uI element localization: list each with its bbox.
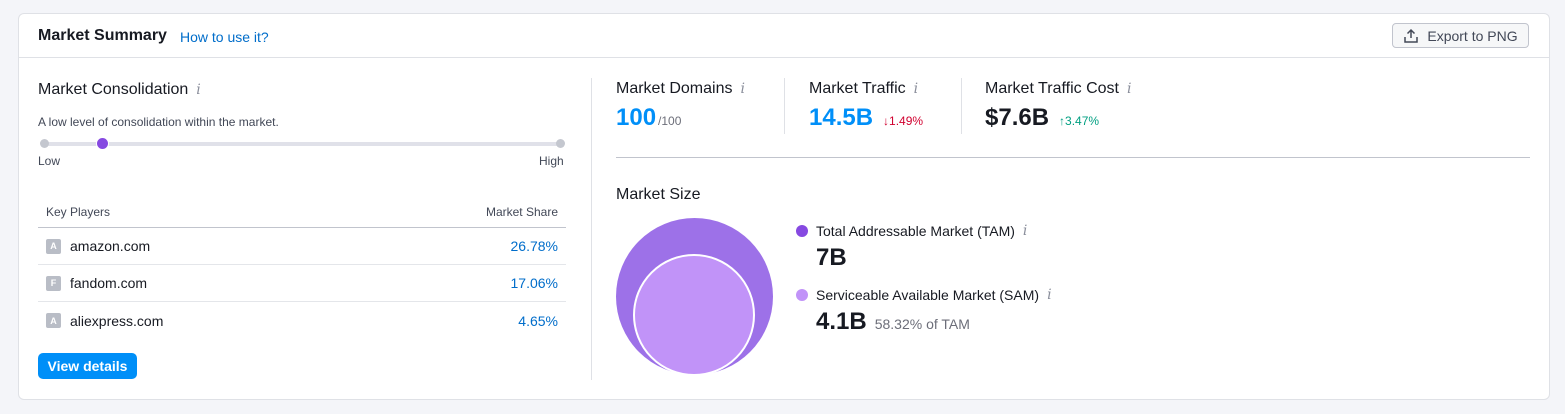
consolidation-level-marker — [96, 137, 110, 150]
metric-separator — [784, 78, 785, 134]
info-icon[interactable]: i — [1022, 223, 1028, 239]
table-row: A aliexpress.com 4.65% — [38, 302, 566, 339]
traffic-change: ↓1.49% — [883, 114, 924, 128]
market-share-value[interactable]: 26.78% — [510, 238, 558, 254]
metric-market-domains: Market Domains i 100 /100 — [616, 80, 745, 131]
site-favicon-icon: F — [46, 275, 61, 291]
consolidation-description: A low level of consolidation within the … — [38, 115, 279, 129]
table-row: F fandom.com 17.06% — [38, 265, 566, 302]
card-header: Market Summary How to use it? Export to … — [19, 14, 1549, 58]
export-png-button[interactable]: Export to PNG — [1392, 23, 1529, 48]
sam-circle — [633, 254, 755, 376]
market-traffic-value[interactable]: 14.5B — [809, 104, 874, 131]
market-traffic-cost-value: $7.6B — [985, 104, 1050, 131]
metrics-divider — [616, 157, 1530, 158]
domain-name: amazon.com — [70, 238, 151, 254]
site-favicon-icon: A — [46, 238, 61, 254]
upload-icon — [1403, 28, 1419, 44]
market-share-value[interactable]: 4.65% — [518, 312, 558, 329]
sam-dot — [796, 289, 808, 301]
scale-high-label: High — [539, 154, 564, 168]
table-header: Key Players Market Share — [38, 197, 566, 228]
tam-legend: Total Addressable Market (TAM) i 7B — [796, 223, 1027, 272]
scale-low-label: Low — [38, 154, 61, 168]
info-icon[interactable]: i — [740, 81, 745, 97]
site-favicon-icon: A — [46, 313, 61, 328]
view-details-button[interactable]: View details — [38, 353, 137, 379]
cost-change: ↑3.47% — [1059, 114, 1100, 128]
market-share-value[interactable]: 17.06% — [510, 275, 558, 291]
export-label: Export to PNG — [1427, 27, 1518, 44]
domain-name: fandom.com — [70, 275, 148, 291]
consolidation-title: Market Consolidation i — [38, 81, 201, 98]
market-domains-value[interactable]: 100 — [616, 104, 657, 131]
sam-value: 4.1B — [816, 308, 867, 335]
info-icon[interactable]: i — [1047, 287, 1052, 303]
metric-separator — [961, 78, 962, 134]
info-icon[interactable]: i — [913, 81, 919, 97]
panel-divider — [591, 78, 592, 380]
domain-name: aliexpress.com — [70, 312, 164, 329]
info-icon[interactable]: i — [1126, 81, 1132, 97]
card-title: Market Summary — [38, 27, 167, 44]
table-row: A amazon.com 26.78% — [38, 228, 566, 265]
scale-start-dot — [40, 139, 49, 148]
arrow-up-icon: ↑ — [1059, 114, 1066, 128]
market-summary-card: Market Summary How to use it? Export to … — [18, 13, 1550, 400]
col-key-players: Key Players — [46, 205, 111, 219]
scale-end-dot — [556, 139, 565, 148]
market-domains-suffix: /100 — [658, 114, 682, 128]
key-players-table: Key Players Market Share A amazon.com 26… — [38, 197, 566, 339]
arrow-down-icon: ↓ — [883, 114, 890, 128]
consolidation-scale — [41, 142, 561, 146]
tam-value: 7B — [816, 244, 847, 271]
sam-percent-of-tam: 58.32% of TAM — [874, 316, 970, 332]
tam-dot — [796, 225, 808, 237]
market-size-title: Market Size — [616, 186, 701, 203]
metric-market-traffic: Market Traffic i 14.5B ↓1.49% — [809, 80, 924, 131]
col-market-share: Market Share — [485, 205, 558, 219]
metric-market-traffic-cost: Market Traffic Cost i $7.6B ↑3.47% — [985, 80, 1132, 131]
how-to-use-link[interactable]: How to use it? — [180, 29, 269, 45]
sam-legend: Serviceable Available Market (SAM) i 4.1B… — [796, 287, 1052, 336]
info-icon[interactable]: i — [196, 82, 201, 98]
